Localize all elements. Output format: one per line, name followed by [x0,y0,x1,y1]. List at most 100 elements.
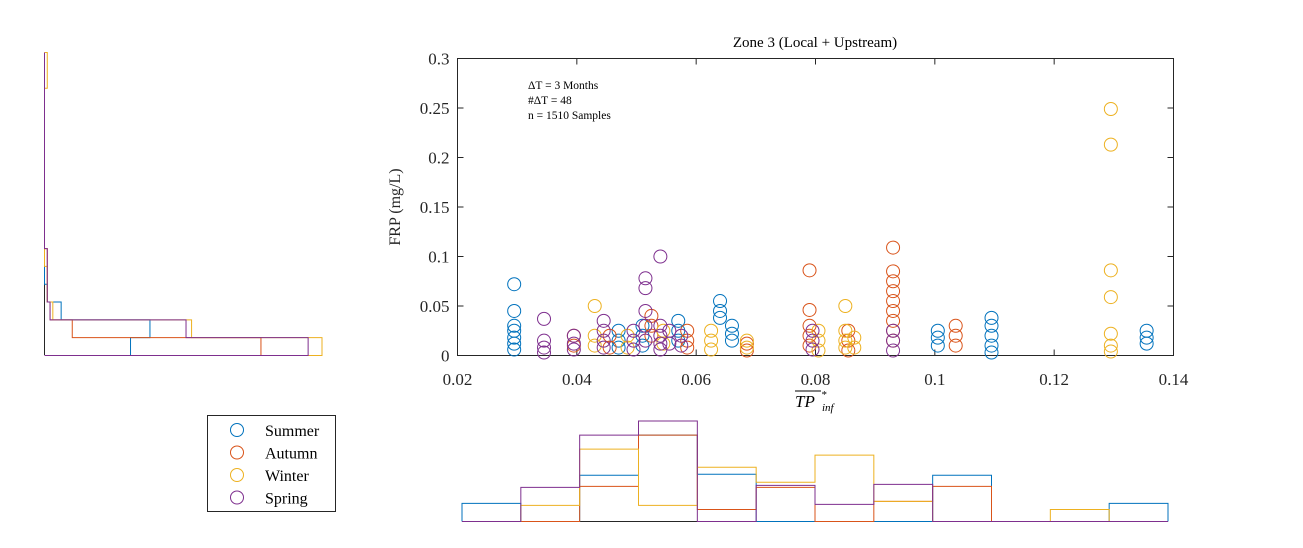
point-summer [611,323,626,338]
point-winter [656,323,671,338]
point-spring [653,249,668,264]
annotation-samples: n = 1510 Samples [528,110,611,122]
point-winter [739,333,754,348]
point-spring [626,323,641,338]
point-autumn [886,264,901,279]
point-summer [930,338,945,353]
x-axis-label-sub: inf [822,402,836,414]
point-summer [1139,336,1154,351]
point-summer [930,330,945,345]
point-winter [587,338,602,353]
point-autumn [680,323,695,338]
x-histogram [461,420,1169,522]
point-summer [507,330,522,345]
point-spring [886,343,901,358]
point-autumn [948,338,963,353]
legend-marker-winter [230,468,244,482]
point-summer [635,318,650,333]
point-autumn [886,294,901,309]
x-tick-label: 0.02 [443,370,473,389]
point-spring [638,318,653,333]
point-winter [704,333,719,348]
point-winter [847,330,862,345]
point-spring [596,333,611,348]
point-winter [587,299,602,313]
point-summer [713,303,728,318]
point-summer [984,328,999,343]
point-summer [611,333,626,348]
point-autumn [886,303,901,318]
point-spring [566,328,581,343]
point-winter [1103,326,1118,341]
point-summer [713,294,728,309]
point-winter [838,340,853,355]
point-winter [1103,344,1118,359]
point-summer [984,318,999,333]
y-histogram-summer [44,52,151,356]
y-tick-label: 0.1 [428,248,449,267]
point-autumn [886,240,901,255]
point-spring [566,342,581,357]
legend-marker-spring [230,490,244,505]
point-spring [537,311,552,326]
point-summer [507,336,522,351]
point-summer [984,345,999,360]
x-tick-label: 0.1 [924,370,945,389]
chart-title: Zone 3 (Local + Upstream) [733,35,897,51]
point-summer [507,303,522,318]
point-winter [1103,137,1118,152]
point-autumn [948,328,963,343]
point-spring [626,333,641,348]
point-autumn [886,313,901,328]
y-tick-label: 0 [441,347,450,366]
point-winter [838,333,853,348]
point-summer [1139,330,1154,345]
x-tick-label: 0.12 [1039,370,1069,389]
point-summer [984,338,999,353]
point-spring [638,303,653,318]
point-summer [507,277,522,292]
point-autumn [739,336,754,351]
legend-label-summer: Summer [265,423,320,440]
point-spring [596,323,611,338]
point-summer [507,318,522,333]
y-histogram [44,52,323,356]
point-summer [724,318,739,333]
point-spring [596,340,611,355]
point-summer [984,310,999,325]
point-spring [805,342,820,357]
y-tick-label: 0.05 [420,297,450,316]
point-winter [1103,101,1118,116]
scatter-plot: 0.02 0.04 0.06 0.08 0.1 0.12 0.14 0 0.05 0.1 0.15… [387,35,1189,414]
point-spring [805,323,820,338]
point-summer [507,342,522,357]
point-spring [566,336,581,351]
point-winter [739,340,754,355]
legend-label-winter: Winter [265,468,309,485]
x-histogram-spring [462,420,1168,522]
point-spring [537,345,552,360]
x-tick-label: 0.08 [801,370,831,389]
point-spring [638,271,653,286]
y-tick-label: 0.15 [420,198,450,217]
point-spring [653,336,668,351]
point-autumn [739,343,754,358]
point-winter [838,299,853,313]
legend-marker-summer [230,423,244,437]
point-autumn [802,302,817,317]
annotation-delta-t: ΔT = 3 Months [528,80,599,92]
x-axis-label-sup: * [821,389,827,401]
y-tick-label: 0.3 [428,50,449,69]
point-spring [662,336,677,351]
point-spring [674,338,689,353]
point-spring [638,281,653,296]
y-tick-label: 0.25 [420,99,450,118]
point-spring [886,333,901,348]
point-winter [704,323,719,338]
point-spring [537,340,552,355]
point-winter [847,340,862,355]
point-summer [930,323,945,338]
point-autumn [802,263,817,278]
y-histogram-winter [44,52,323,356]
